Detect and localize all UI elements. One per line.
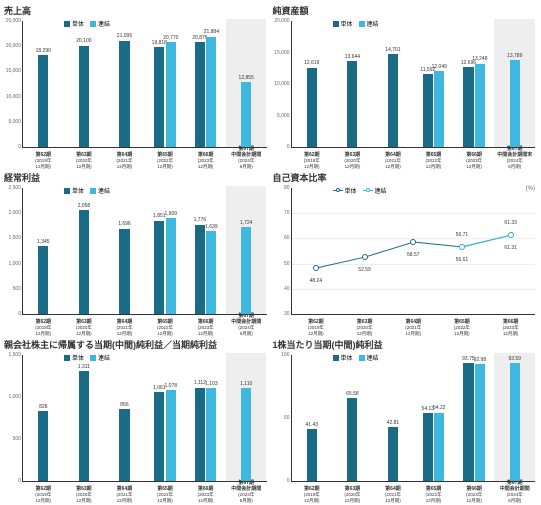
x-label: 第66期(2023年12月期) — [186, 152, 226, 169]
bar-t — [119, 41, 129, 147]
bar-t — [38, 411, 48, 481]
bar-t — [388, 427, 398, 481]
bar-t — [119, 409, 129, 481]
bar-t — [38, 55, 48, 147]
bar-t — [423, 413, 433, 481]
bar-t — [463, 67, 473, 147]
bar-t — [195, 388, 205, 481]
chart-equity: 自己資本比率単体連結(%)30405060708048.2452.5958.57… — [273, 171, 538, 334]
bar-t — [154, 47, 164, 147]
bar-t — [79, 210, 89, 314]
chart-title: 純資産額 — [273, 4, 538, 17]
bar-t — [195, 225, 205, 315]
chart-area: 05,00010,00015,00020,00025,00018,29020,1… — [22, 21, 267, 148]
bar-r — [206, 37, 216, 147]
bar-r — [241, 388, 251, 481]
x-label: 第62期(2019年12月期) — [296, 319, 336, 336]
x-label: 第65期(2022年12月期) — [145, 319, 185, 336]
x-label: 第64期(2021年12月期) — [373, 152, 413, 169]
chart-title: 経常利益 — [4, 171, 269, 184]
bar-t — [307, 68, 317, 147]
x-label: 第64期(2021年12月期) — [104, 486, 144, 503]
chart-netincome: 親会社株主に帰属する当期(中間)純利益／当期純利益単体連結(百万円)05001,… — [4, 338, 269, 501]
x-label: 第65期(2022年12月期) — [414, 152, 454, 169]
x-label: 第63期(2020年12月期) — [332, 486, 372, 503]
bar-t — [388, 54, 398, 147]
x-label: 第66期(2023年12月期) — [186, 319, 226, 336]
bar-r — [475, 364, 485, 481]
x-label: 第67期中間会計期間(2024年6月期) — [226, 313, 266, 336]
x-label: 第65期(2022年12月期) — [145, 486, 185, 503]
bar-r — [241, 227, 251, 314]
x-label: 第66期(2023年12月期) — [491, 319, 531, 336]
x-label: 第64期(2021年12月期) — [393, 319, 433, 336]
bar-t — [79, 46, 89, 147]
x-label: 第67期中間会計期間(2024年6月期) — [226, 480, 266, 503]
x-label: 第65期(2022年12月期) — [145, 152, 185, 169]
bar-r — [206, 231, 216, 314]
x-label: 第62期(2019年12月期) — [23, 319, 63, 336]
bar-r — [206, 388, 216, 481]
x-label: 第67期中間会計期間(2024年6月期) — [226, 146, 266, 169]
chart-title: 自己資本比率 — [273, 171, 538, 184]
x-label: 第67期中間会計期間末(2024年6月期) — [495, 146, 535, 169]
bar-t — [195, 42, 205, 147]
chart-area: 05001,0001,5008281,3118561,0611,0781,112… — [22, 355, 267, 482]
bar-r — [475, 64, 485, 147]
x-label: 第63期(2020年12月期) — [332, 152, 372, 169]
chart-area: 30405060708048.2452.5958.5756.6156.7161.… — [291, 188, 536, 315]
chart-title: 売上高 — [4, 4, 269, 17]
bar-r — [510, 363, 520, 481]
bar-r — [434, 413, 444, 481]
bar-t — [154, 392, 164, 481]
x-label: 第66期(2023年12月期) — [454, 152, 494, 169]
x-label: 第63期(2020年12月期) — [64, 319, 104, 336]
x-label: 第62期(2019年12月期) — [292, 486, 332, 503]
chart-sales: 売上高単体連結(百万円)05,00010,00015,00020,00025,0… — [4, 4, 269, 167]
bar-r — [434, 71, 444, 147]
bar-t — [154, 221, 164, 314]
x-label: 第64期(2021年12月期) — [373, 486, 413, 503]
chart-title: 1株当たり当期(中間)純利益 — [273, 338, 538, 351]
x-label: 第63期(2020年12月期) — [64, 152, 104, 169]
x-label: 第66期(2023年12月期) — [186, 486, 226, 503]
x-label: 第62期(2019年12月期) — [292, 152, 332, 169]
bar-t — [79, 371, 89, 481]
chart-title: 親会社株主に帰属する当期(中間)純利益／当期純利益 — [4, 338, 269, 351]
x-label: 第62期(2019年12月期) — [23, 486, 63, 503]
bar-t — [119, 229, 129, 314]
x-label: 第64期(2021年12月期) — [104, 152, 144, 169]
bar-t — [38, 246, 48, 314]
bar-t — [307, 429, 317, 481]
x-label: 第65期(2022年12月期) — [442, 319, 482, 336]
x-label: 第66期(2023年12月期) — [454, 486, 494, 503]
chart-eps: 1株当たり当期(中間)純利益単体連結(円)05010041.4365.5842.… — [273, 338, 538, 501]
x-label: 第64期(2021年12月期) — [104, 319, 144, 336]
chart-netassets: 純資産額単体連結(百万円)05,00010,00015,00020,00012,… — [273, 4, 538, 167]
bar-t — [463, 363, 473, 481]
bar-r — [166, 42, 176, 147]
bar-r — [166, 390, 176, 481]
bar-r — [510, 60, 520, 147]
chart-area: 05001,0001,5002,0002,5001,3452,0581,6961… — [22, 188, 267, 315]
bar-r — [241, 82, 251, 147]
bar-t — [347, 61, 357, 147]
bar-t — [347, 398, 357, 481]
chart-ordinary: 経常利益単体連結(百万円)05001,0001,5002,0002,5001,3… — [4, 171, 269, 334]
chart-area: 05,00010,00015,00020,00012,61913,64414,7… — [291, 21, 536, 148]
x-label: 第67期中間会計期間(2024年6月期) — [495, 480, 535, 503]
x-label: 第62期(2019年12月期) — [23, 152, 63, 169]
x-label: 第63期(2020年12月期) — [345, 319, 385, 336]
x-label: 第63期(2020年12月期) — [64, 486, 104, 503]
x-label: 第65期(2022年12月期) — [414, 486, 454, 503]
chart-area: 05010041.4365.5842.8154.1354.2293.7592.9… — [291, 355, 536, 482]
bar-t — [423, 74, 433, 147]
bar-r — [166, 218, 176, 314]
